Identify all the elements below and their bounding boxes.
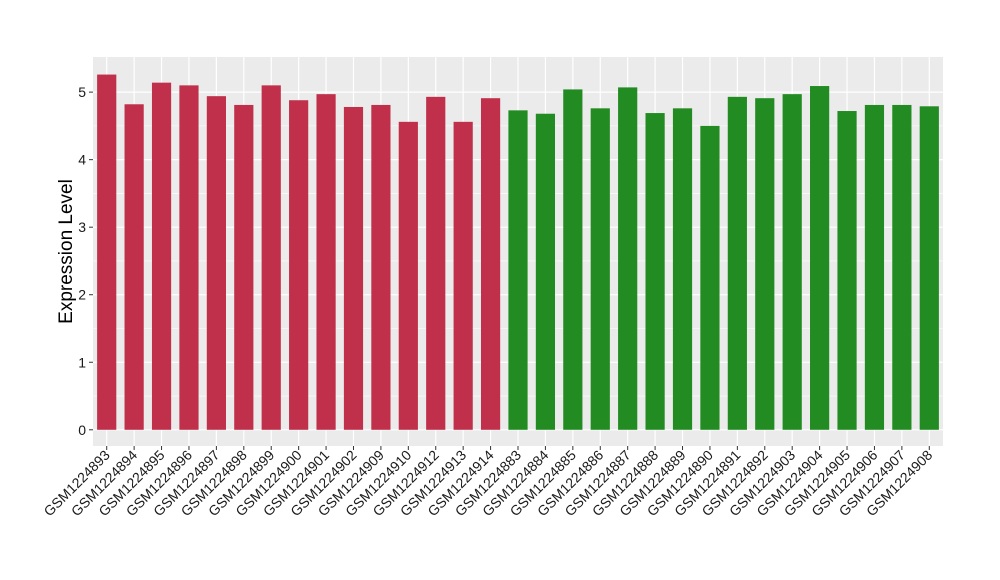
bar xyxy=(453,121,473,430)
bar xyxy=(563,89,583,430)
bar xyxy=(261,85,281,430)
bar xyxy=(151,82,172,430)
bar xyxy=(919,106,939,430)
y-tick-label: 0 xyxy=(78,422,86,438)
y-tick-label: 3 xyxy=(78,219,86,235)
bar xyxy=(234,104,254,430)
bar xyxy=(672,108,693,430)
bar xyxy=(371,104,391,430)
bar xyxy=(535,113,556,430)
bar xyxy=(179,85,199,430)
x-axis: GSM1224893GSM1224894GSM1224895GSM1224896… xyxy=(40,446,936,519)
bar xyxy=(618,87,638,430)
bar xyxy=(864,104,885,430)
bar xyxy=(727,96,747,430)
bar xyxy=(837,111,857,430)
bar xyxy=(206,96,226,430)
bar xyxy=(289,100,309,430)
y-tick-label: 2 xyxy=(78,287,86,303)
bar xyxy=(755,98,775,430)
bar xyxy=(645,113,665,430)
bars xyxy=(97,74,939,430)
bar xyxy=(398,121,418,430)
bar xyxy=(124,104,144,430)
bar xyxy=(316,94,336,430)
bar xyxy=(480,98,501,430)
y-axis: 0 1 2 3 4 5 xyxy=(78,84,93,438)
bar xyxy=(508,110,528,430)
bar xyxy=(892,104,912,430)
bar xyxy=(782,94,802,430)
y-tick-label: 1 xyxy=(78,354,86,370)
bar xyxy=(343,106,364,430)
bar xyxy=(97,74,117,430)
y-axis-title: Expression Level xyxy=(56,179,77,324)
bar xyxy=(700,125,720,430)
bar xyxy=(426,96,446,430)
y-tick-label: 4 xyxy=(78,152,86,168)
y-tick-label: 5 xyxy=(78,84,86,100)
bar xyxy=(590,108,610,430)
bar xyxy=(810,86,830,430)
